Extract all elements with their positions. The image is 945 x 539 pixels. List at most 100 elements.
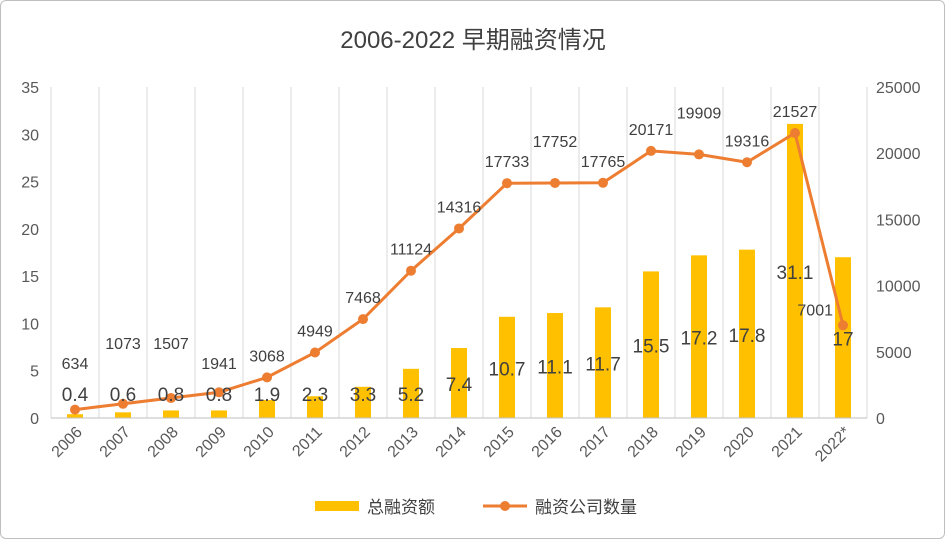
bar (787, 123, 803, 418)
y-right-tick-label: 10000 (876, 279, 921, 296)
y-right-tick-label: 5000 (876, 345, 912, 362)
line-point (742, 157, 752, 168)
line-point (598, 177, 608, 188)
line-data-label: 4949 (297, 323, 333, 340)
y-left-tick-label: 5 (30, 364, 39, 381)
y-left-tick-label: 35 (21, 80, 39, 97)
line-data-label: 17752 (533, 134, 578, 151)
line-data-label: 3068 (249, 348, 285, 365)
line-point (214, 387, 224, 398)
bar-data-label: 0.8 (158, 385, 184, 406)
bar-data-label: 31.1 (777, 263, 814, 284)
bar (355, 386, 371, 418)
x-tick-label: 2021 (769, 424, 806, 461)
line-data-label: 19909 (677, 105, 722, 122)
line-point (166, 393, 176, 404)
bar-data-label: 17.8 (729, 326, 766, 347)
legend-bar-swatch (315, 501, 359, 511)
bar (595, 307, 611, 418)
line-data-label: 11124 (390, 242, 432, 259)
y-left-tick-label: 10 (21, 316, 39, 333)
line-point (838, 320, 848, 331)
legend-line-label: 融资公司数量 (535, 498, 637, 517)
legend-line-marker (500, 501, 510, 511)
y-left-tick-label: 0 (30, 411, 39, 428)
x-tick-label: 2016 (529, 424, 566, 461)
bar-data-label: 17 (832, 330, 853, 351)
chart-title: 2006-2022 早期融资情况 (340, 27, 605, 54)
legend: 总融资额 融资公司数量 (315, 498, 637, 517)
line-data-label: 19316 (725, 133, 770, 150)
x-tick-label: 2020 (721, 424, 758, 461)
x-tick-label: 2017 (577, 424, 614, 461)
line-data-label: 20171 (629, 122, 674, 139)
bar (451, 348, 467, 418)
x-tick-label: 2014 (433, 424, 470, 461)
line-data-label: 634 (62, 356, 89, 373)
bar-data-label: 5.2 (398, 385, 424, 406)
line-point (454, 223, 464, 234)
bar-data-label: 11.1 (537, 358, 573, 379)
bar (403, 368, 419, 418)
line-point (502, 178, 512, 189)
y-left-tick-label: 20 (21, 222, 39, 239)
bar (691, 255, 707, 418)
bar-data-label: 15.5 (633, 337, 670, 358)
x-tick-label: 2013 (385, 424, 422, 461)
bar (499, 316, 515, 418)
bar-data-label: 11.7 (585, 355, 621, 376)
bar (163, 410, 179, 418)
line-data-label: 14316 (437, 199, 482, 216)
line-data-label: 17765 (581, 154, 626, 171)
x-tick-label: 2008 (145, 424, 182, 461)
line-point (310, 347, 320, 358)
y-left-tick-label: 15 (21, 269, 39, 286)
y-right-tick-label: 15000 (876, 212, 921, 229)
bar (307, 396, 323, 418)
x-tick-label: 2019 (673, 424, 710, 461)
x-tick-label: 2022* (812, 424, 854, 466)
x-tick-label: 2010 (241, 424, 278, 461)
line-point (550, 177, 560, 188)
line-data-label: 1073 (105, 336, 141, 353)
bar (643, 271, 659, 418)
line-point (694, 149, 704, 160)
line-point (118, 398, 128, 409)
line-point (790, 127, 800, 138)
x-tick-label: 2012 (337, 424, 374, 461)
bar-data-label: 3.3 (350, 385, 376, 406)
bar-data-label: 10.7 (489, 359, 526, 380)
line-data-label: 1941 (201, 356, 237, 373)
x-tick-label: 2006 (49, 424, 86, 461)
y-right-tick-label: 20000 (876, 146, 921, 163)
bar (547, 313, 563, 418)
x-tick-label: 2007 (97, 424, 134, 461)
bar (115, 412, 131, 418)
bar-data-label: 0.8 (206, 385, 232, 406)
x-tick-label: 2018 (625, 424, 662, 461)
y-left-tick-label: 30 (21, 127, 39, 144)
bar-data-label: 0.6 (110, 385, 136, 406)
bar (835, 257, 851, 418)
y-right-tick-label: 25000 (876, 80, 921, 97)
line-data-label: 7468 (345, 290, 381, 307)
line-point (406, 265, 416, 276)
line-data-label: 7001 (797, 302, 833, 319)
bar (739, 249, 755, 418)
x-tick-label: 2015 (481, 424, 518, 461)
x-tick-label: 2009 (193, 424, 230, 461)
x-tick-label: 2011 (289, 424, 325, 460)
line-data-label: 1507 (153, 336, 189, 353)
y-left-tick-label: 25 (21, 175, 39, 192)
y-right-tick-label: 0 (876, 411, 885, 428)
bar-data-label: 0.4 (62, 385, 89, 406)
line-data-label: 17733 (485, 154, 530, 171)
bar-data-label: 1.9 (254, 385, 280, 406)
bar-data-label: 2.3 (302, 385, 328, 406)
bar (259, 400, 275, 418)
legend-bar-label: 总融资额 (367, 498, 435, 517)
line-point (70, 404, 80, 415)
bar (211, 410, 227, 418)
